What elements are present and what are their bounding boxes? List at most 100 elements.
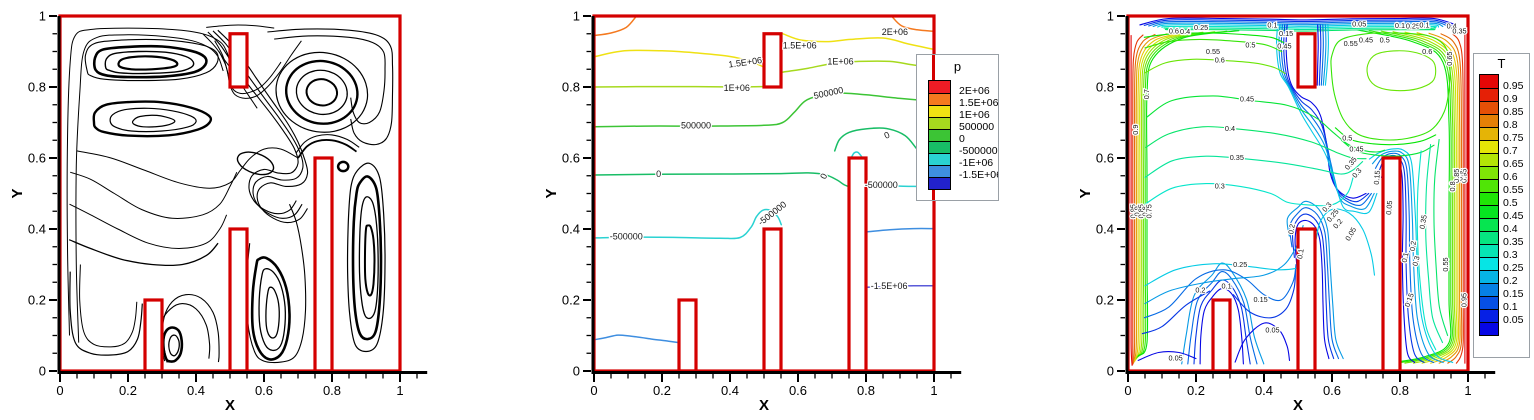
contour-label: 0.6 [1422, 47, 1432, 56]
y-tick-label: 0.4 [1096, 222, 1114, 237]
temperature-contour [1286, 200, 1344, 360]
contour-label: 0.05 [1352, 19, 1366, 28]
temperature-contour [1133, 33, 1168, 363]
obstacle-rect [762, 32, 783, 89]
contour-label: 0.3 [1215, 182, 1225, 191]
colorbar-segment [1480, 140, 1498, 153]
colorbar-segment [1480, 153, 1498, 166]
streamline-contour [217, 29, 309, 224]
temperature-contour [1144, 224, 1304, 305]
x-tick-label: 0.4 [1255, 383, 1273, 398]
temperature-contour [1416, 150, 1437, 351]
temperature-contour [1275, 24, 1378, 215]
streamline-contour [346, 162, 386, 353]
x-tick-label: 0.8 [857, 383, 875, 398]
legend-value-label: 0.3 [1503, 249, 1518, 261]
colorbar-segment [1480, 114, 1498, 127]
streamline-contour [295, 134, 360, 154]
legend-value-label: 0.05 [1503, 314, 1524, 326]
temperature-contour [1141, 290, 1211, 335]
contour-label: 0.6 [1215, 56, 1225, 65]
streamline-contour [104, 50, 195, 75]
y-tick-label: 0.2 [28, 293, 46, 308]
x-tick-label: 1 [396, 383, 403, 398]
temperature-contour [1283, 24, 1370, 203]
streamline-contour [274, 35, 386, 125]
contour-label: 1E+06 [724, 83, 750, 93]
legend-value-label: 0.95 [1503, 80, 1524, 92]
y-tick-label: 0 [39, 364, 46, 379]
pressure-contour [594, 208, 783, 240]
x-tick-label: 0 [56, 383, 63, 398]
colorbar-segment [929, 81, 950, 93]
y-tick-label: 0 [1107, 364, 1114, 379]
x-tick-label: 0 [590, 383, 597, 398]
contour-label: 0.15 [1403, 292, 1416, 308]
temperature-contour [1356, 29, 1452, 364]
y-tick-label: 1 [573, 9, 580, 24]
contour-label: 0.55 [1206, 47, 1220, 56]
x-tick-label: 0.2 [1187, 383, 1205, 398]
contour-label: 0.8 [1141, 206, 1150, 216]
temperature-contour [1130, 34, 1133, 366]
temperature-contour [1452, 33, 1464, 364]
contour-label: 0.7 [1142, 89, 1151, 99]
colorbar-segment [929, 153, 950, 165]
streamline-contour [69, 203, 228, 249]
temperature-contour [1144, 58, 1286, 75]
pressure-contour [782, 33, 934, 51]
contour-label: 0.05 [1384, 200, 1394, 215]
y-axis-title: Y [1077, 188, 1094, 198]
contour-label: 0.2 [1195, 286, 1205, 295]
contour-label: 0.25 [1194, 23, 1208, 32]
x-axis-title: X [225, 397, 235, 414]
colorbar-segment [1480, 296, 1498, 309]
colorbar-segment [1480, 322, 1498, 335]
temperature-contour [1148, 20, 1448, 27]
temperature-contour [1280, 24, 1372, 206]
colorbar-segment [1480, 192, 1498, 205]
temperature-contour [1425, 143, 1444, 344]
streamline-plot: 00 0.2 0.2 0.4 0.4 0.6 0.6 0.8 0.8 1 1 X Y [9, 9, 428, 414]
colorbar-segment [1480, 231, 1498, 244]
contour-label: 0.1 [1395, 21, 1405, 30]
temperature-contour [1144, 38, 1283, 53]
x-tick-label: 1 [930, 383, 937, 398]
contour-label: 0.15 [1372, 170, 1382, 185]
y-tick-label: 0.4 [562, 222, 580, 237]
streamline-contour [92, 44, 208, 79]
temperature-contour [1132, 33, 1156, 364]
contour-label: 0 [656, 169, 661, 179]
temperature-contour [1187, 270, 1258, 365]
pressure-contour [865, 227, 934, 233]
colorbar-segment [1480, 270, 1498, 283]
streamline-contour [363, 224, 376, 297]
contour-label: 0.05 [1343, 226, 1358, 243]
colorbar-segment [929, 129, 950, 141]
y-tick-label: 0.8 [1096, 80, 1114, 95]
streamline-contour [258, 268, 286, 352]
temperature-contour [1164, 28, 1436, 32]
x-tick-label: 0.4 [187, 383, 205, 398]
obstacle-rect [677, 298, 698, 373]
y-axis-title: Y [9, 188, 26, 198]
x-tick-label: 0.2 [653, 383, 671, 398]
streamline-contour [336, 160, 350, 173]
temperature-contour [1146, 95, 1386, 153]
colorbar-segment [929, 105, 950, 117]
temperature-colorbar [1479, 74, 1499, 336]
temperature-legend: T 0.95 0.9 0.85 0.8 0.75 0.7 0.65 0.6 0.55 0.5 0.4… [1473, 53, 1530, 358]
colorbar-segment [929, 93, 950, 105]
temperature-contour [1161, 25, 1438, 29]
temperature-contour [1433, 138, 1449, 337]
colorbar-segment [929, 177, 950, 189]
streamline-contour [206, 24, 275, 29]
contour-label: 0.05 [1168, 354, 1182, 363]
pressure-contour [594, 334, 680, 344]
streamline-contour [358, 196, 379, 320]
streamline-contour [69, 271, 143, 356]
contour-label: 0.5 [1245, 41, 1255, 50]
x-tick-label: 0.2 [119, 383, 137, 398]
